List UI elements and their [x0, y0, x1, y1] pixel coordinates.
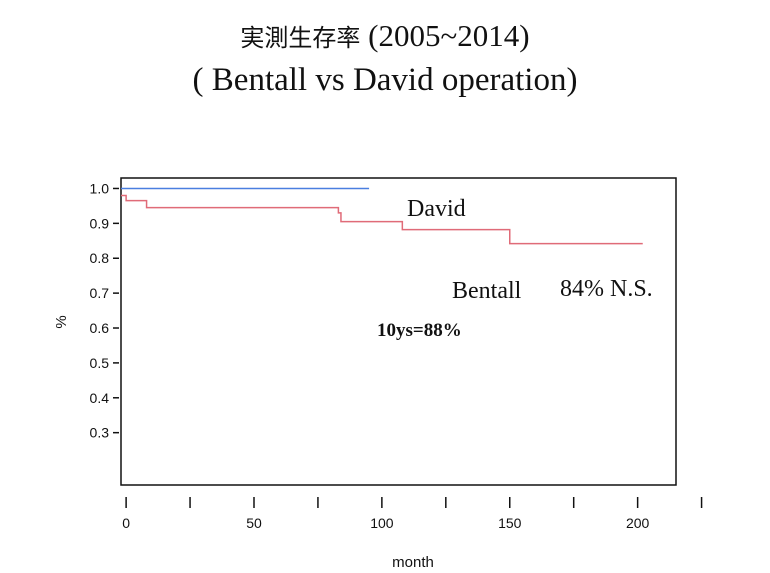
x-tick-label: 100	[370, 515, 394, 531]
y-tick-label: 0.7	[90, 285, 110, 301]
y-tick-label: 0.8	[90, 250, 110, 266]
series-line-bentall	[121, 194, 643, 245]
y-axis: 1.0 0.9 0.8 0.7 0.6 0.5 0.4 0.3	[90, 180, 119, 441]
x-axis: 0 50 100 150 200	[122, 497, 703, 531]
chart-title-jp: 実測生存率	[240, 24, 361, 52]
ten-year-survival-label: 10ys=88%	[377, 320, 462, 341]
chart-title: 実測生存率 (2005~2014)	[0, 18, 770, 54]
bentall-label: Bentall	[452, 278, 522, 304]
y-tick-label: 1.0	[90, 180, 110, 196]
y-tick-label: 0.5	[90, 355, 110, 371]
x-axis-title: month	[392, 554, 434, 571]
y-tick-label: 0.3	[90, 425, 110, 441]
x-tick-label: 50	[246, 515, 262, 531]
y-tick-label: 0.6	[90, 320, 110, 336]
series-layer	[121, 187, 643, 245]
x-tick-label: 200	[626, 515, 650, 531]
chart-title-range: (2005~2014)	[368, 18, 530, 53]
y-axis-title: %	[53, 315, 70, 328]
chart-subtitle: ( Bentall vs David operation)	[192, 62, 578, 98]
david-label: David	[407, 196, 466, 222]
bentall-pct-label: 84% N.S.	[560, 276, 653, 302]
x-tick-label: 0	[122, 515, 130, 531]
y-tick-label: 0.4	[90, 390, 110, 406]
y-tick-label: 0.9	[90, 215, 110, 231]
x-tick-label: 150	[498, 515, 522, 531]
plot-frame	[120, 177, 677, 486]
